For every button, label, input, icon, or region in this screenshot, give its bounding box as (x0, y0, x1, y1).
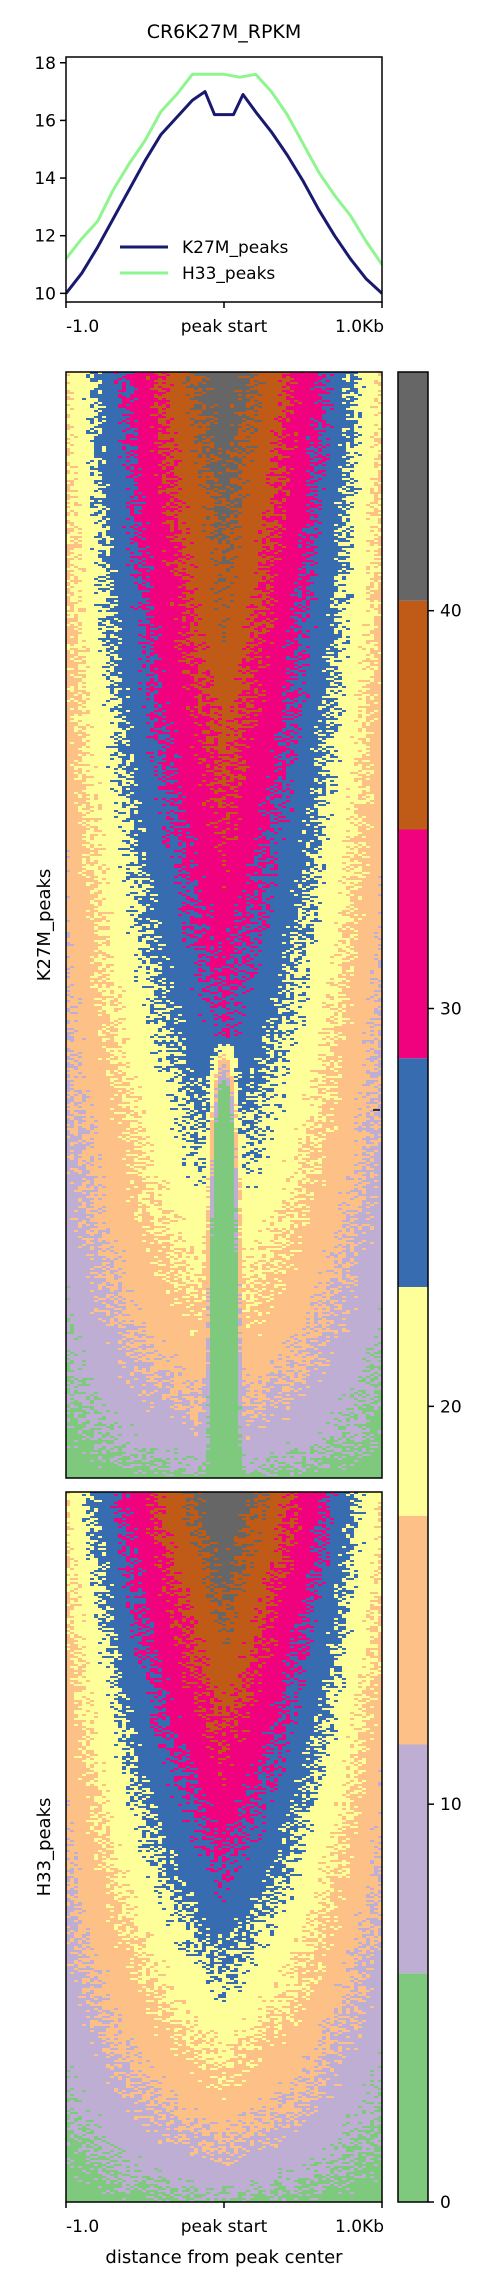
legend-label-0: K27M_peaks (182, 238, 288, 258)
profile-title: CR6K27M_RPKM (147, 21, 302, 43)
profile-x-axis: -1.0 peak start 1.0Kb (66, 302, 384, 337)
profile-y-tick-label: 16 (34, 111, 56, 131)
profile-y-tick-label: 14 (34, 169, 56, 189)
profile-x-tick-label: -1.0 (66, 317, 99, 337)
profile-y-tick-label: 12 (34, 227, 56, 247)
profile-plot: CR6K27M_RPKM 10 12 14 16 18 -1.0 peak start 1.… (34, 21, 384, 337)
profile-y-tick-label: 10 (34, 284, 56, 304)
profile-lines (66, 74, 382, 293)
profile-y-axis: 10 12 14 16 18 (34, 54, 66, 305)
heatmap-k27m-cells (66, 372, 382, 1478)
profile-legend: K27M_peaks H33_peaks (120, 238, 288, 284)
profile-x-tick-label: 1.0Kb (335, 317, 384, 337)
heatmap-panel-k27m: K27M_peaks (34, 372, 382, 1478)
profile-x-tick-label: peak start (181, 317, 268, 337)
profile-y-tick-label: 18 (34, 54, 56, 74)
legend-label-1: H33_peaks (182, 264, 275, 284)
